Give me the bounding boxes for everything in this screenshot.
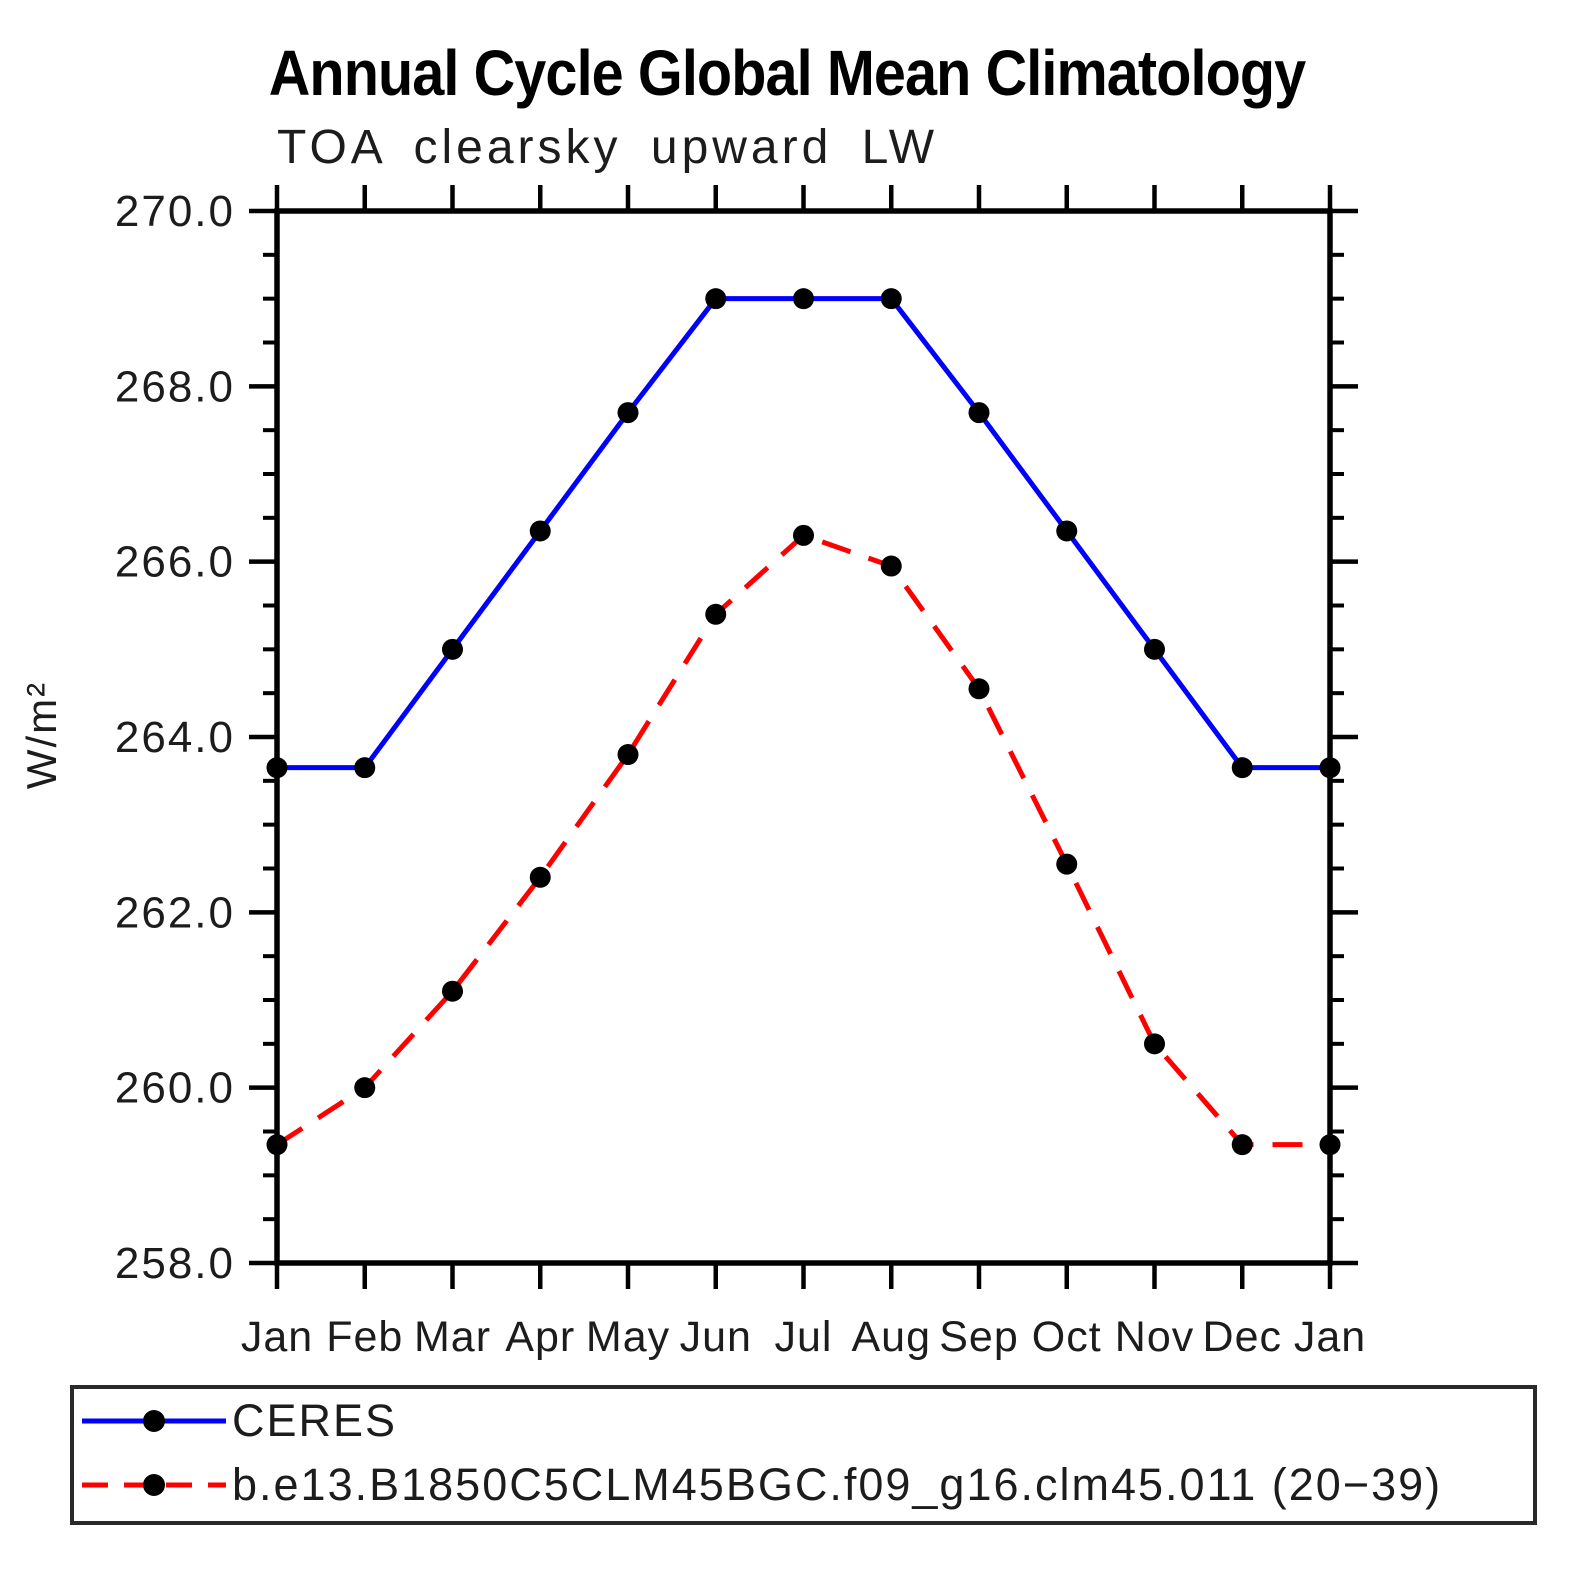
x-tick-label: Aug (851, 1313, 931, 1361)
y-tick-label: 258.0 (115, 1239, 235, 1288)
data-point-marker (1319, 757, 1341, 779)
data-point-marker (880, 288, 902, 310)
y-tick-label: 262.0 (115, 888, 235, 937)
x-tick-label: May (586, 1313, 670, 1361)
x-tick-label: Feb (326, 1313, 403, 1361)
x-tick-label: Mar (414, 1313, 491, 1361)
x-tick-label: Sep (939, 1313, 1019, 1361)
data-point-marker (1056, 853, 1078, 875)
y-tick-label: 260.0 (115, 1064, 235, 1113)
plot-frame (274, 208, 1333, 1266)
data-point-marker (354, 1077, 376, 1099)
x-tick-label: Oct (1032, 1313, 1102, 1361)
legend-line-model-icon (82, 1474, 226, 1496)
data-point-marker (968, 678, 990, 700)
series-line-model (275, 532, 1330, 1148)
chart-subtitle: TOA clearsky upward LW (277, 121, 939, 174)
data-point-marker (529, 520, 551, 542)
x-tick-label: Apr (505, 1313, 575, 1361)
y-tick-label: 264.0 (115, 713, 235, 762)
legend-line-ceres-icon (82, 1410, 226, 1432)
data-point-marker (705, 603, 727, 625)
legend: CERES b.e13.B1850C5CLM45BGC.f09_g16.clm4… (70, 1385, 1537, 1525)
data-point-marker (442, 638, 463, 660)
data-point-marker (354, 757, 376, 779)
legend-marker (143, 1474, 165, 1496)
data-point-marker (1144, 1033, 1165, 1055)
data-point-marker (1231, 757, 1253, 779)
x-tick-label: Jan (1294, 1313, 1366, 1361)
x-tick-label: Nov (1115, 1313, 1194, 1361)
data-point-marker (529, 866, 551, 888)
data-point-marker (880, 555, 902, 577)
data-point-marker (793, 524, 814, 546)
data-point-marker (266, 757, 288, 779)
chart-title: Annual Cycle Global Mean Climatology (268, 37, 1306, 109)
legend-item-model: b.e13.B1850C5CLM45BGC.f09_g16.clm45.011 … (78, 1459, 1442, 1510)
legend-marker (143, 1410, 165, 1432)
data-point-marker (705, 288, 727, 310)
data-point-marker (442, 980, 463, 1002)
legend-label-model: b.e13.B1850C5CLM45BGC.f09_g16.clm45.011 … (232, 1459, 1443, 1510)
data-point-marker (617, 744, 639, 766)
data-point-marker (1144, 638, 1165, 660)
data-point-marker (1319, 1134, 1341, 1156)
y-tick-label: 270.0 (115, 187, 235, 236)
data-point-marker (266, 1134, 288, 1156)
legend-label-ceres: CERES (232, 1395, 398, 1446)
data-point-marker (1056, 520, 1078, 542)
x-tick-label: Jun (680, 1313, 752, 1361)
y-tick-label: 268.0 (115, 362, 235, 411)
data-point-marker (968, 402, 990, 424)
data-point-marker (617, 402, 639, 424)
x-tick-label: Jan (241, 1313, 313, 1361)
data-point-marker (1231, 1134, 1253, 1156)
data-point-marker (793, 288, 814, 310)
x-tick-label: Jul (775, 1313, 833, 1361)
x-tick-label: Dec (1203, 1313, 1282, 1361)
legend-item-ceres: CERES (78, 1395, 397, 1446)
y-tick-label: 266.0 (115, 538, 235, 587)
